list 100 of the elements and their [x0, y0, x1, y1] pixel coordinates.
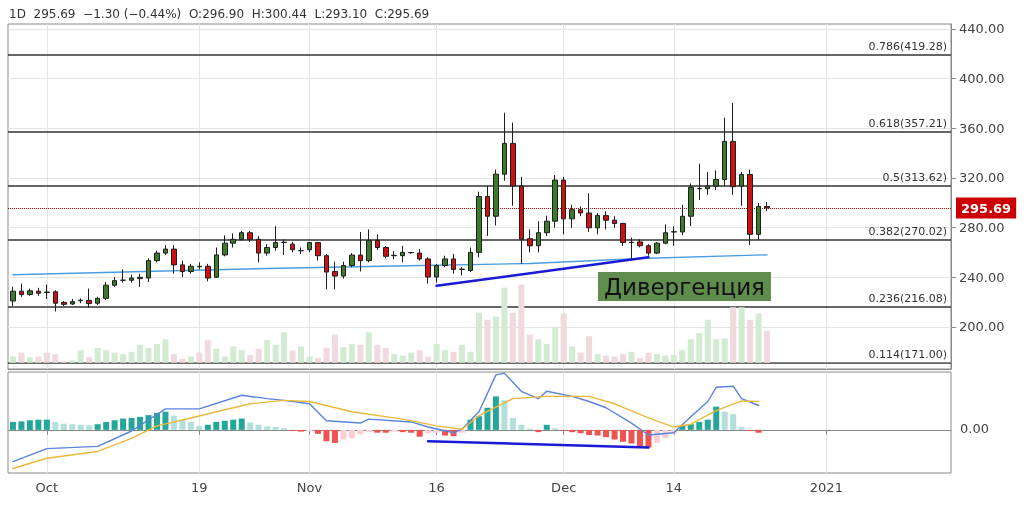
bar — [738, 307, 745, 363]
candlestick — [391, 250, 397, 260]
bar — [43, 419, 50, 430]
candlestick — [612, 215, 617, 229]
candlestick — [53, 289, 58, 313]
candlestick — [620, 222, 626, 247]
bar — [340, 429, 347, 440]
bar — [577, 429, 584, 434]
bar — [314, 429, 321, 434]
candlestick — [552, 174, 558, 229]
bar — [645, 352, 652, 363]
ref-line-label: 0.5(313.62) — [882, 170, 947, 184]
bar — [509, 417, 516, 430]
bar — [323, 347, 330, 363]
candlestick — [671, 225, 677, 247]
candlestick — [349, 252, 355, 268]
bar — [153, 343, 160, 363]
bar — [179, 419, 186, 430]
candlestick — [256, 235, 261, 263]
candlestick — [544, 215, 550, 237]
candlestick — [425, 256, 431, 285]
bar — [221, 356, 228, 363]
candlestick — [27, 288, 33, 297]
bar — [594, 429, 601, 436]
bar — [348, 429, 355, 439]
bar — [26, 420, 33, 430]
ref-line-label: 0.114(171.00) — [868, 347, 947, 361]
x-tick-label: 2021 — [809, 480, 843, 495]
bar — [9, 356, 16, 363]
bar — [484, 319, 491, 363]
candlestick — [247, 230, 253, 243]
candlestick — [86, 288, 92, 309]
x-tick-label: 19 — [191, 480, 208, 495]
candlestick — [341, 261, 346, 280]
candlestick — [180, 260, 185, 278]
bar — [247, 354, 254, 363]
bar — [492, 316, 499, 363]
candlestick — [205, 263, 211, 282]
candlestick — [502, 112, 507, 182]
bar — [467, 351, 474, 363]
bar — [323, 429, 330, 442]
candlestick — [637, 238, 643, 248]
candlestick — [10, 286, 16, 307]
candlestick — [569, 204, 575, 229]
candlestick — [680, 204, 685, 236]
y-tick-label: 280.00 — [959, 220, 1005, 236]
candlestick — [493, 169, 499, 226]
bar — [145, 347, 152, 363]
candlestick — [146, 257, 151, 283]
bar — [238, 350, 245, 363]
candlestick — [197, 261, 202, 270]
bar — [26, 357, 33, 363]
bar — [730, 307, 737, 363]
candlestick — [222, 234, 228, 257]
bar — [187, 356, 194, 363]
candlestick — [36, 287, 41, 297]
bar — [43, 352, 50, 363]
bar — [204, 340, 211, 363]
y-tick-label: 400.00 — [959, 71, 1005, 87]
bar — [509, 312, 516, 363]
candlestick — [137, 273, 143, 288]
bar — [636, 358, 643, 363]
bar — [374, 429, 381, 433]
candlestick — [578, 205, 583, 217]
candlestick — [239, 230, 244, 242]
bar — [120, 354, 127, 363]
candlestick — [713, 169, 719, 191]
bar — [603, 355, 610, 363]
bar — [103, 350, 110, 363]
bar — [475, 416, 482, 430]
candlestick — [646, 243, 651, 257]
candlestick — [485, 185, 490, 237]
bar — [137, 344, 144, 363]
x-tick-label: 14 — [665, 480, 683, 495]
bar — [213, 348, 220, 363]
candlestick — [663, 223, 668, 245]
bar — [111, 420, 118, 430]
candlestick — [417, 248, 422, 262]
bar — [484, 407, 491, 430]
bar — [264, 340, 271, 363]
bar — [187, 421, 194, 430]
candlestick — [603, 210, 609, 230]
bar — [586, 429, 593, 435]
bar — [221, 420, 228, 430]
bar — [179, 358, 186, 363]
candlestick — [434, 263, 439, 284]
bar — [636, 429, 643, 447]
bar — [577, 352, 584, 363]
bar — [289, 350, 296, 363]
bar — [653, 354, 660, 363]
bar — [69, 424, 76, 430]
bar — [35, 356, 42, 363]
y-tick-label: 360.00 — [959, 120, 1005, 136]
bar — [238, 418, 245, 430]
bar — [586, 336, 593, 363]
candlestick — [44, 284, 50, 300]
bar — [442, 350, 449, 363]
bar — [543, 343, 550, 363]
bar — [764, 330, 771, 363]
bar — [281, 332, 288, 363]
